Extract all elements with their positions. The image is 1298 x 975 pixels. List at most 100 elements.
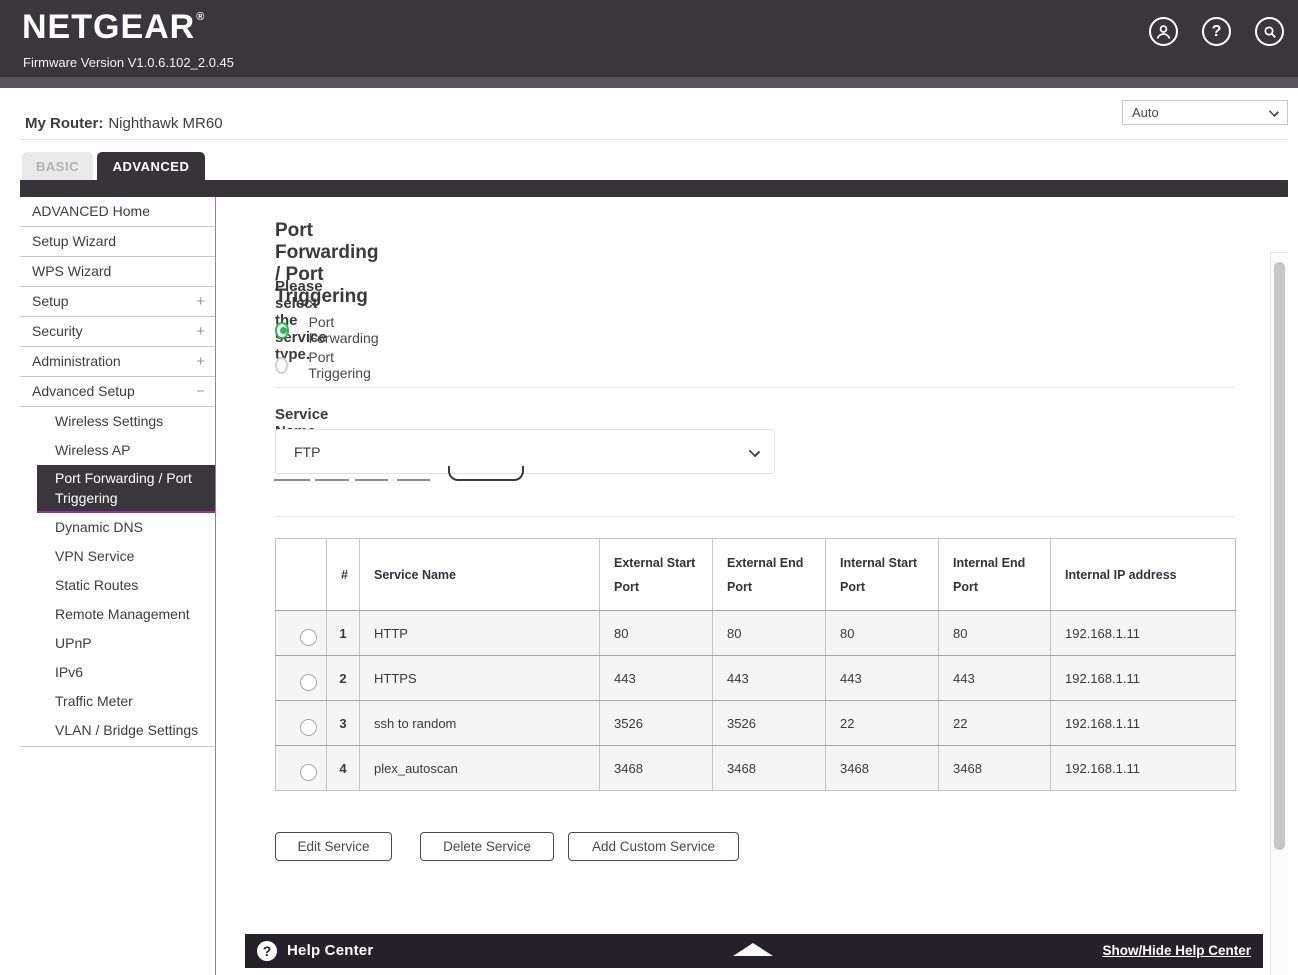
row-radio[interactable] — [299, 673, 317, 691]
scrollbar-thumb[interactable] — [1274, 262, 1285, 850]
table-row: 2 HTTPS 443 443 443 443 192.168.1.11 — [275, 655, 1236, 701]
table-row: 4 plex_autoscan 3468 3468 3468 3468 192.… — [275, 745, 1236, 791]
table-row: 3 ssh to random 3526 3526 22 22 192.168.… — [275, 700, 1236, 746]
radio-unselected-icon[interactable] — [275, 356, 289, 374]
radio-label: Port Forwarding — [308, 314, 379, 346]
edit-service-button[interactable]: Edit Service — [275, 832, 392, 861]
netgear-logo: NETGEAR® — [22, 8, 205, 47]
tab-underbar — [20, 180, 1288, 197]
search-icon[interactable] — [1255, 17, 1284, 46]
radio-label: Port Triggering — [308, 349, 371, 381]
radio-port-forwarding[interactable]: Port Forwarding — [275, 314, 382, 346]
sidebar: ADVANCED Home Setup Wizard WPS Wizard Se… — [20, 197, 216, 975]
add-custom-service-button[interactable]: Add Custom Service — [568, 832, 739, 861]
column-header-internal-start: Internal Start Port — [825, 538, 939, 611]
collapse-arrow-icon[interactable] — [733, 943, 773, 956]
column-header-external-start: External Start Port — [599, 538, 713, 611]
top-separator — [20, 139, 1288, 140]
plus-icon[interactable]: + — [196, 293, 205, 310]
row-service-name: HTTP — [359, 610, 600, 656]
sidebar-item-label: WPS Wizard — [32, 263, 112, 279]
sidebar-subitem-wireless-ap[interactable]: Wireless AP — [55, 442, 131, 458]
chevron-down-icon — [748, 445, 761, 458]
tab-advanced[interactable]: ADVANCED — [97, 152, 205, 180]
sidebar-subitem-dynamic-dns[interactable]: Dynamic DNS — [55, 519, 143, 535]
delete-service-button[interactable]: Delete Service — [420, 832, 554, 861]
auto-select-value: Auto — [1132, 105, 1159, 120]
minus-icon[interactable]: − — [196, 383, 205, 400]
sidebar-end-separator — [20, 746, 215, 747]
help-icon[interactable]: ? — [1202, 17, 1231, 46]
row-internal-end: 80 — [938, 610, 1051, 656]
sidebar-subitem-port-forwarding[interactable]: Port Forwarding / Port Triggering — [37, 465, 215, 513]
column-header-service-name: Service Name — [359, 538, 600, 611]
column-header-number: # — [326, 538, 360, 611]
sidebar-item-security[interactable]: Security + — [20, 317, 215, 347]
radio-selected-icon[interactable] — [275, 321, 289, 339]
sidebar-item-advanced-setup[interactable]: Advanced Setup − — [20, 377, 215, 407]
sidebar-item-setup-wizard[interactable]: Setup Wizard — [20, 227, 215, 257]
row-internal-start: 80 — [825, 610, 939, 656]
sidebar-subitem-static-routes[interactable]: Static Routes — [55, 577, 139, 593]
row-radio-cell — [275, 745, 327, 791]
my-router-row: My Router: Nighthawk MR60 — [25, 115, 223, 132]
row-internal-ip: 192.168.1.11 — [1050, 655, 1236, 701]
sidebar-item-advanced-home[interactable]: ADVANCED Home — [20, 197, 215, 227]
row-radio[interactable] — [299, 628, 317, 646]
row-number: 2 — [326, 655, 360, 701]
user-icon[interactable] — [1149, 17, 1178, 46]
sidebar-subitem-traffic-meter[interactable]: Traffic Meter — [55, 693, 133, 709]
sidebar-subitem-ipv6[interactable]: IPv6 — [55, 664, 84, 680]
sidebar-item-label: Setup — [32, 293, 69, 309]
row-radio-cell — [275, 655, 327, 701]
app-header: NETGEAR® Firmware Version V1.0.6.102_2.0… — [0, 0, 1298, 77]
sidebar-item-label: Security — [32, 323, 83, 339]
sidebar-item-label: Advanced Setup — [32, 383, 135, 399]
registered-mark: ® — [196, 11, 206, 23]
sidebar-subitem-upnp[interactable]: UPnP — [55, 635, 92, 651]
firmware-version: Firmware Version V1.0.6.102_2.0.45 — [23, 55, 235, 70]
row-internal-end: 443 — [938, 655, 1051, 701]
row-radio[interactable] — [299, 718, 317, 736]
sidebar-item-wps-wizard[interactable]: WPS Wizard — [20, 257, 215, 287]
row-radio[interactable] — [299, 763, 317, 781]
show-hide-help-link[interactable]: Show/Hide Help Center — [1102, 943, 1251, 958]
row-service-name: ssh to random — [359, 700, 600, 746]
row-external-end: 3526 — [712, 700, 826, 746]
header-bottom-strip — [0, 77, 1298, 88]
radio-port-triggering[interactable]: Port Triggering — [275, 349, 375, 381]
row-service-name: plex_autoscan — [359, 745, 600, 791]
sidebar-subitem-vlan-bridge[interactable]: VLAN / Bridge Settings — [55, 722, 199, 738]
row-internal-ip: 192.168.1.11 — [1050, 745, 1236, 791]
row-internal-ip: 192.168.1.11 — [1050, 700, 1236, 746]
row-external-end: 80 — [712, 610, 826, 656]
row-internal-ip: 192.168.1.11 — [1050, 610, 1236, 656]
sidebar-subitem-remote-management[interactable]: Remote Management — [55, 606, 190, 622]
row-internal-end: 3468 — [938, 745, 1051, 791]
sidebar-item-setup[interactable]: Setup + — [20, 287, 215, 317]
auto-mode-select[interactable]: Auto — [1122, 100, 1288, 125]
partial-field-underline — [355, 479, 388, 481]
column-header-internal-ip: Internal IP address — [1050, 538, 1236, 611]
row-number: 1 — [326, 610, 360, 656]
logo-text: NETGEAR — [22, 8, 196, 46]
plus-icon[interactable]: + — [196, 353, 205, 370]
help-center-bar: ? Help Center Show/Hide Help Center — [245, 934, 1263, 968]
sidebar-subitem-wireless-settings[interactable]: Wireless Settings — [55, 413, 164, 429]
row-external-start: 3526 — [599, 700, 713, 746]
table-header-row: # Service Name External Start Port Exter… — [275, 538, 1236, 611]
chevron-down-icon — [1268, 106, 1280, 118]
partial-button-outline — [448, 466, 524, 481]
partial-field-underline — [397, 479, 430, 481]
row-number: 4 — [326, 745, 360, 791]
row-service-name: HTTPS — [359, 655, 600, 701]
row-external-start: 3468 — [599, 745, 713, 791]
sidebar-subitem-vpn-service[interactable]: VPN Service — [55, 548, 135, 564]
tab-basic[interactable]: BASIC — [22, 152, 93, 180]
plus-icon[interactable]: + — [196, 323, 205, 340]
my-router-label: My Router: — [25, 115, 104, 132]
help-center-title: Help Center — [287, 942, 374, 959]
sidebar-item-administration[interactable]: Administration + — [20, 347, 215, 377]
help-question-icon: ? — [257, 941, 277, 961]
service-name-select[interactable]: FTP — [275, 429, 775, 474]
